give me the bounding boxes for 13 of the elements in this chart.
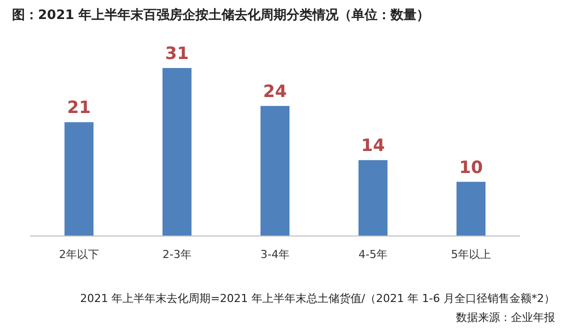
x-tick-label: 3-4年 [260, 248, 290, 261]
title: 图：2021 年上半年末百强房企按土储去化周期分类情况（单位：数量） [12, 8, 430, 23]
x-tick-label: 2-3年 [162, 248, 192, 261]
data-label: 14 [361, 136, 385, 156]
x-tick-label: 5年以上 [451, 248, 491, 261]
x-tick-label: 2年以下 [59, 248, 99, 261]
x-tick-label: 4-5年 [358, 248, 388, 261]
source-note: 数据来源：企业年报 [456, 311, 555, 324]
data-label: 31 [165, 44, 189, 64]
data-label: 10 [459, 158, 483, 178]
data-label: 21 [67, 98, 91, 118]
data-label: 24 [263, 82, 287, 102]
text: 2021 年上半年末去化周期=2021 年上半年末总土储货值/（2021 年 1-6 月全口径销售金额*2） [80, 292, 555, 305]
